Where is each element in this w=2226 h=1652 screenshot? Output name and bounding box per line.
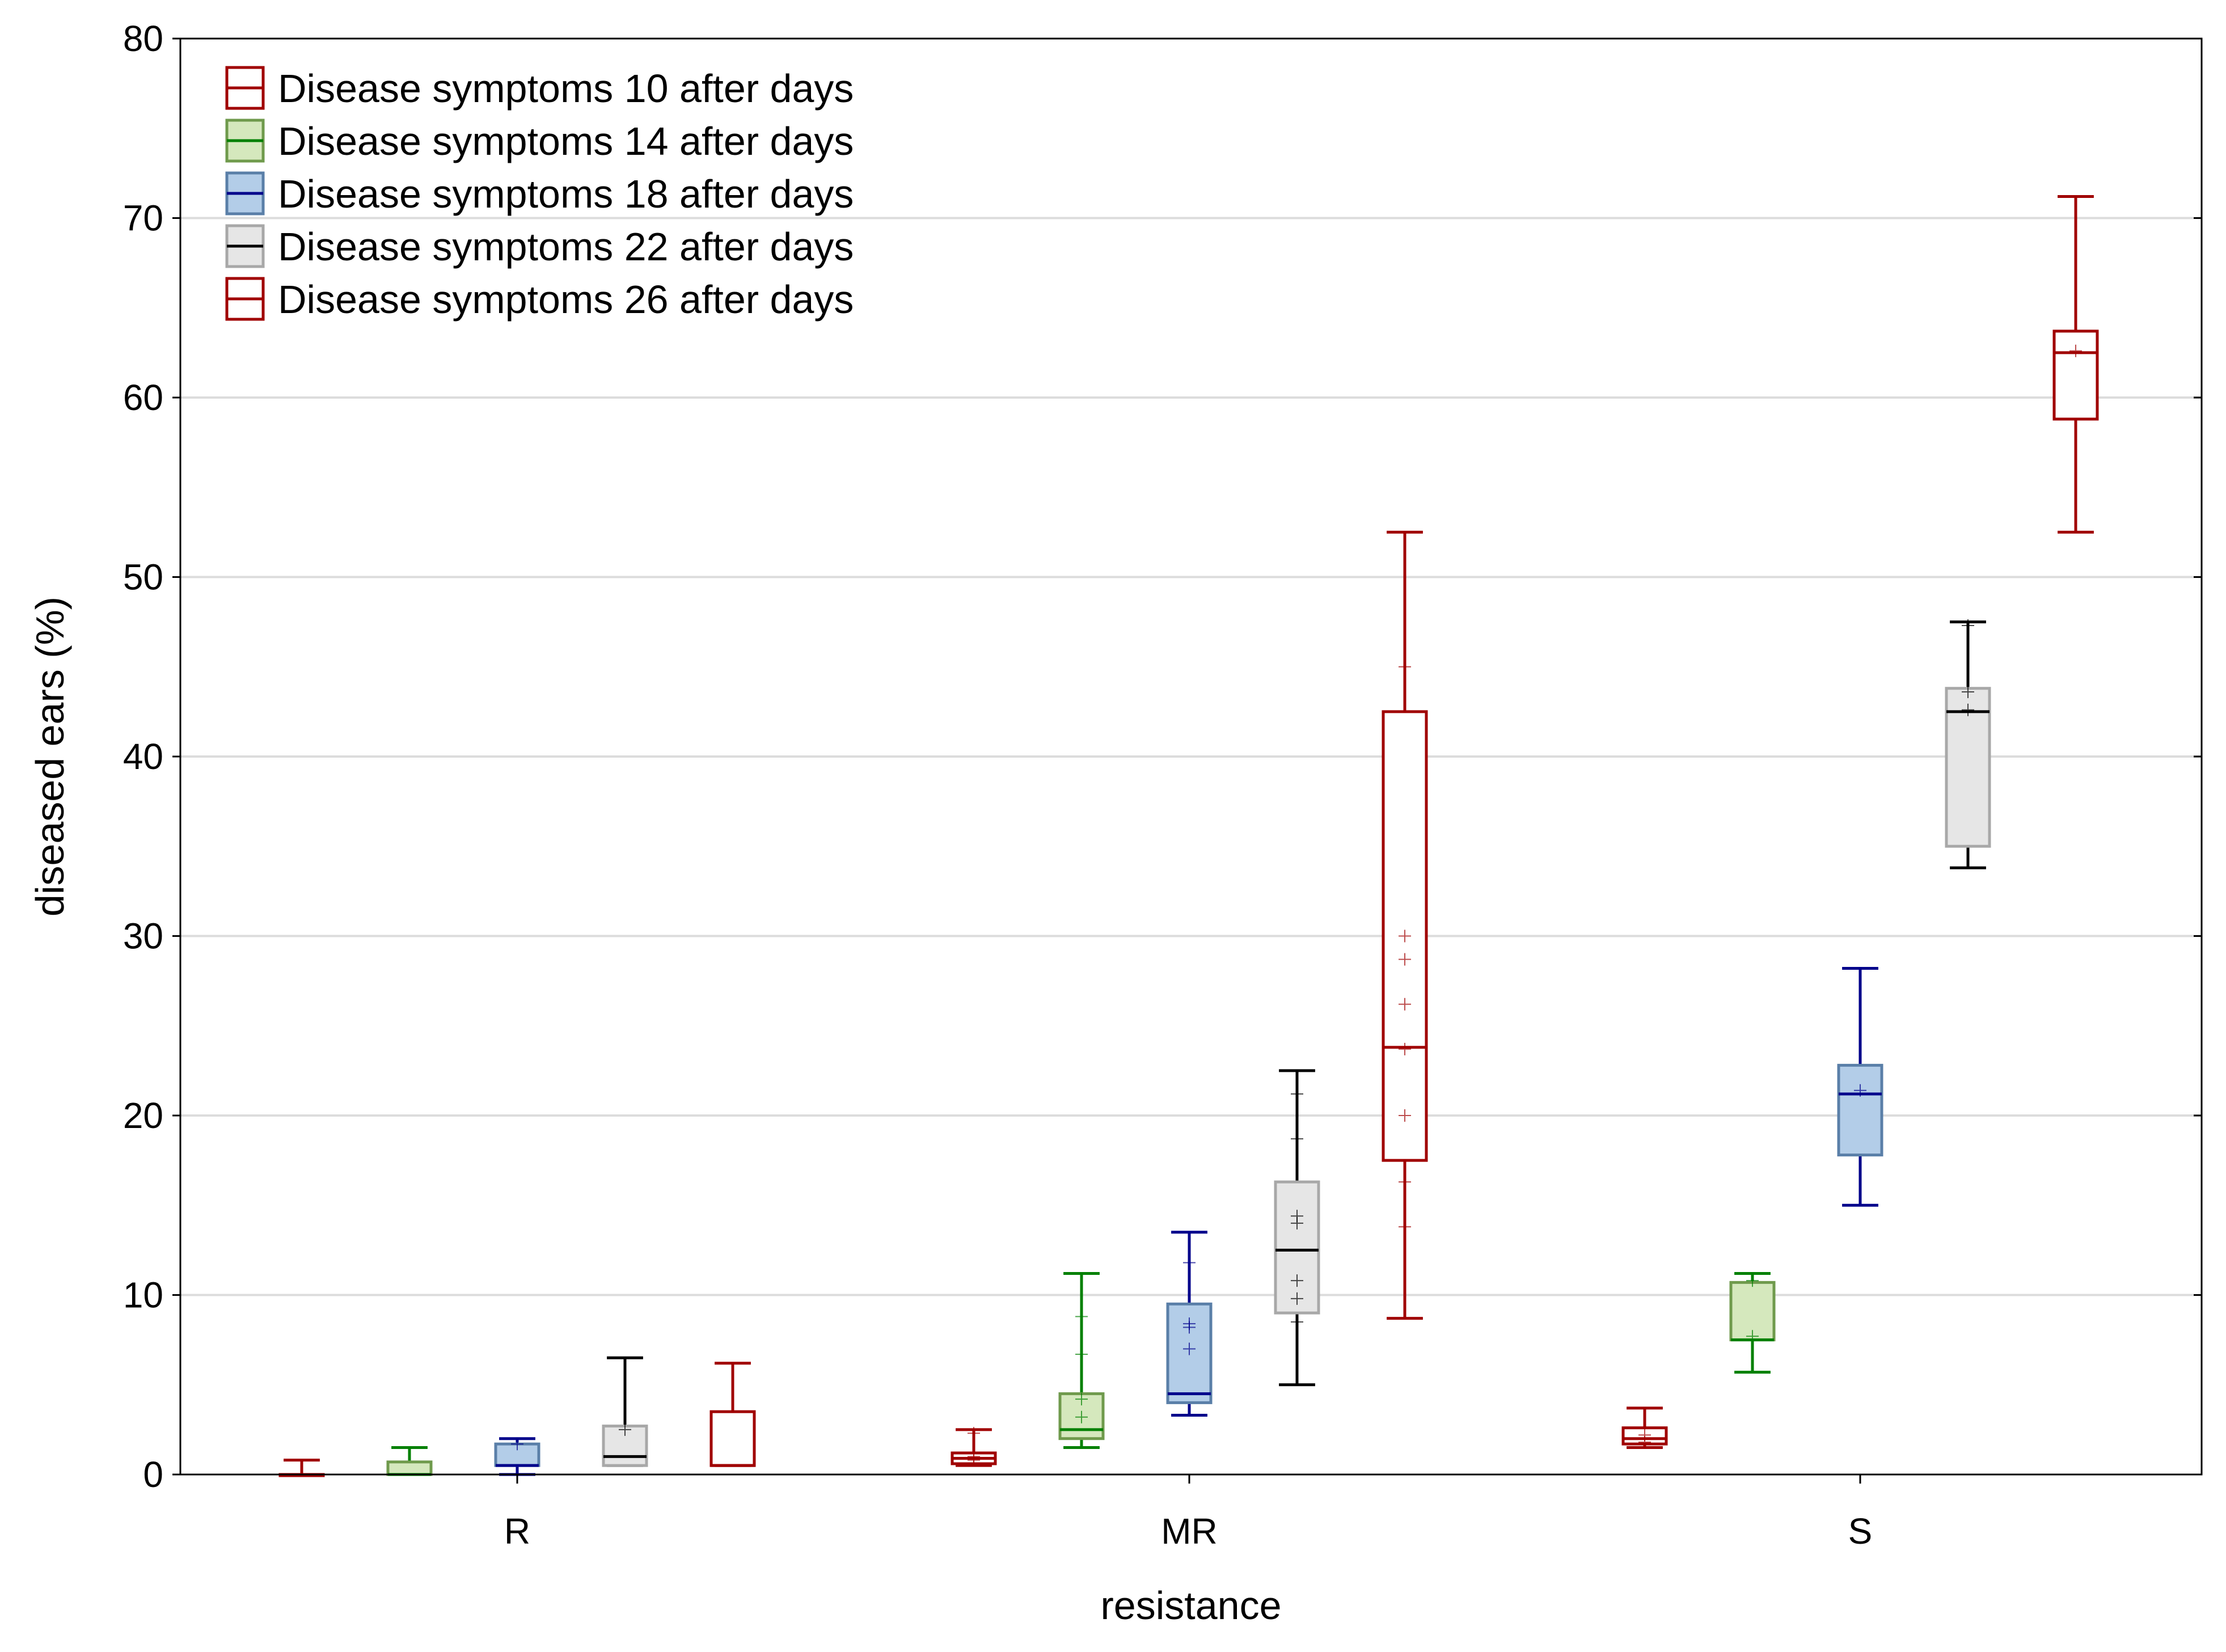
box-iqr bbox=[2052, 329, 2099, 421]
data-point bbox=[1399, 1109, 1411, 1122]
data-point bbox=[1183, 1317, 1196, 1330]
y-tick-label: 0 bbox=[143, 1454, 163, 1495]
y-tick-label: 80 bbox=[123, 18, 163, 59]
data-point bbox=[1399, 1220, 1411, 1233]
data-point bbox=[1962, 619, 1974, 632]
data-point bbox=[1291, 1315, 1303, 1328]
legend-item: Disease symptoms 22 after days bbox=[225, 224, 854, 269]
box-plot-series bbox=[278, 195, 2099, 1477]
data-point bbox=[511, 1438, 523, 1451]
y-tick-label: 10 bbox=[123, 1275, 163, 1316]
y-tick-label: 40 bbox=[123, 736, 163, 777]
box-R-series-5 bbox=[709, 1362, 756, 1467]
box-iqr bbox=[1837, 1063, 1883, 1157]
y-tick-label: 70 bbox=[123, 198, 163, 239]
legend: Disease symptoms 10 after days Disease sy… bbox=[225, 66, 854, 322]
data-point bbox=[1399, 998, 1411, 1011]
y-tick-label: 20 bbox=[123, 1095, 163, 1136]
data-point bbox=[1291, 1292, 1303, 1305]
y-axis-title: diseased ears (%) bbox=[28, 597, 72, 916]
data-point bbox=[1291, 1210, 1303, 1223]
x-tick-label: S bbox=[1848, 1511, 1873, 1552]
x-tick-label: MR bbox=[1161, 1511, 1218, 1552]
legend-label: Disease symptoms 10 after days bbox=[278, 66, 854, 111]
box-S-series-3 bbox=[1837, 966, 1883, 1207]
y-tick-label: 50 bbox=[123, 557, 163, 598]
data-point bbox=[1183, 1342, 1196, 1355]
data-point bbox=[1962, 686, 1974, 699]
y-tick-label: 30 bbox=[123, 916, 163, 957]
box-MR-series-1 bbox=[951, 1427, 997, 1467]
box-MR-series-2 bbox=[1058, 1272, 1105, 1450]
data-point bbox=[1399, 929, 1411, 943]
data-point bbox=[1075, 1393, 1088, 1406]
box-S-series-1 bbox=[1621, 1406, 1668, 1450]
data-point bbox=[2069, 344, 2082, 357]
x-axis-title: resistance bbox=[1100, 1583, 1281, 1628]
legend-label: Disease symptoms 18 after days bbox=[278, 172, 854, 216]
data-point bbox=[1399, 1042, 1411, 1055]
legend-item: Disease symptoms 18 after days bbox=[225, 171, 854, 216]
data-point bbox=[1075, 1347, 1088, 1361]
data-point bbox=[1746, 1330, 1759, 1343]
data-point bbox=[1183, 1256, 1196, 1269]
box-S-series-4 bbox=[1945, 619, 1991, 869]
data-point bbox=[1746, 1274, 1759, 1287]
y-tick-label: 60 bbox=[123, 377, 163, 418]
data-point bbox=[1075, 1410, 1088, 1423]
box-iqr bbox=[1274, 1180, 1320, 1315]
data-point bbox=[619, 1423, 631, 1436]
data-point bbox=[1291, 1088, 1303, 1101]
data-point bbox=[1638, 1429, 1651, 1442]
box-iqr bbox=[386, 1460, 433, 1476]
x-tick-label: R bbox=[504, 1511, 530, 1552]
legend-item: Disease symptoms 26 after days bbox=[225, 277, 854, 322]
data-point bbox=[1399, 1176, 1411, 1189]
legend-item: Disease symptoms 14 after days bbox=[225, 119, 854, 163]
box-MR-series-3 bbox=[1166, 1231, 1213, 1417]
data-point bbox=[968, 1427, 980, 1440]
legend-label: Disease symptoms 26 after days bbox=[278, 277, 854, 322]
x-axis: R MR S bbox=[504, 1474, 1872, 1552]
legend-label: Disease symptoms 22 after days bbox=[278, 225, 854, 269]
box-S-series-2 bbox=[1729, 1272, 1776, 1374]
y-axis: 0 10 20 30 40 50 60 70 80 bbox=[123, 18, 2202, 1495]
box-S-series-5 bbox=[2052, 195, 2099, 534]
box-iqr bbox=[709, 1410, 756, 1467]
data-point bbox=[968, 1450, 980, 1463]
horizontal-gridlines bbox=[180, 217, 2202, 1296]
data-point bbox=[1291, 1133, 1303, 1146]
box-MR-series-4 bbox=[1274, 1069, 1320, 1387]
legend-item: Disease symptoms 10 after days bbox=[225, 66, 854, 111]
data-point bbox=[1291, 1274, 1303, 1287]
data-point bbox=[1962, 703, 1974, 716]
legend-label: Disease symptoms 14 after days bbox=[278, 119, 854, 163]
data-point bbox=[1854, 1084, 1866, 1097]
data-point bbox=[1399, 953, 1411, 966]
box-MR-series-5 bbox=[1382, 530, 1428, 1320]
box-R-series-4 bbox=[602, 1356, 648, 1467]
data-point bbox=[1399, 660, 1411, 673]
data-point bbox=[1075, 1310, 1088, 1323]
